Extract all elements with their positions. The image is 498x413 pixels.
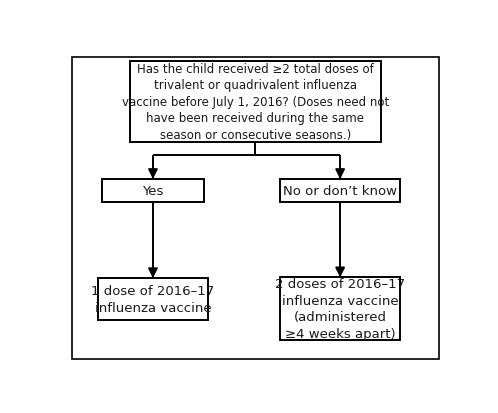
Text: No or don’t know: No or don’t know bbox=[283, 185, 397, 197]
Bar bbox=[130, 62, 380, 142]
Text: Yes: Yes bbox=[142, 185, 164, 197]
Bar bbox=[102, 180, 204, 202]
Bar bbox=[280, 278, 400, 340]
Text: 1 dose of 2016–17
influenza vaccine: 1 dose of 2016–17 influenza vaccine bbox=[91, 285, 215, 314]
Text: 2 doses of 2016–17
influenza vaccine
(administered
≥4 weeks apart): 2 doses of 2016–17 influenza vaccine (ad… bbox=[275, 278, 405, 340]
Bar bbox=[280, 180, 400, 202]
Text: Has the child received ≥2 total doses of
trivalent or quadrivalent influenza
vac: Has the child received ≥2 total doses of… bbox=[122, 63, 389, 141]
Bar bbox=[98, 278, 208, 320]
